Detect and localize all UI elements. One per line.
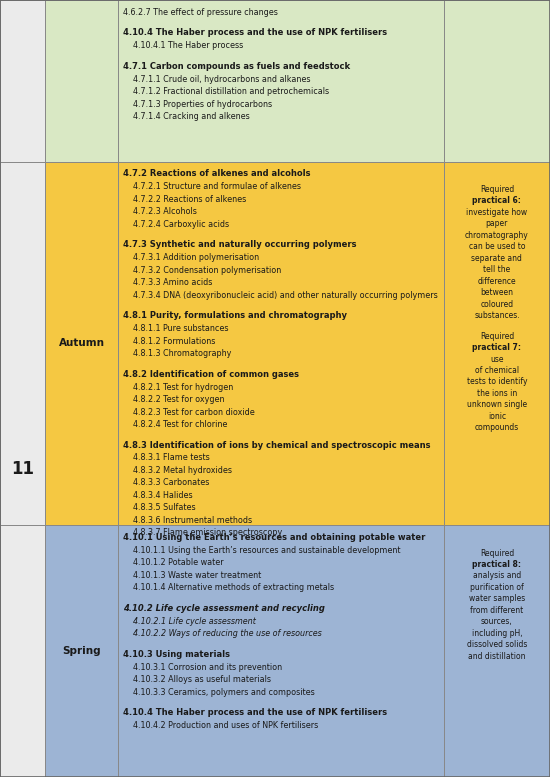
Text: 4.6.2.7 The effect of pressure changes: 4.6.2.7 The effect of pressure changes bbox=[123, 8, 278, 17]
Text: investigate how: investigate how bbox=[466, 207, 527, 217]
Text: compounds: compounds bbox=[475, 423, 519, 432]
Text: 4.8.3.7 Flame emission spectroscopy: 4.8.3.7 Flame emission spectroscopy bbox=[133, 528, 282, 538]
Bar bbox=[444, 525, 550, 777]
Text: can be used to: can be used to bbox=[469, 242, 525, 251]
Text: of chemical: of chemical bbox=[475, 366, 519, 375]
Text: sources,: sources, bbox=[481, 617, 513, 626]
Text: 4.7.1.3 Properties of hydrocarbons: 4.7.1.3 Properties of hydrocarbons bbox=[133, 99, 272, 109]
Text: coloured: coloured bbox=[480, 299, 514, 308]
Text: Required: Required bbox=[480, 332, 514, 340]
Text: 4.8.2.1 Test for hydrogen: 4.8.2.1 Test for hydrogen bbox=[133, 382, 233, 392]
Text: 4.7.2.3 Alcohols: 4.7.2.3 Alcohols bbox=[133, 207, 196, 216]
Text: Autumn: Autumn bbox=[59, 339, 104, 348]
Text: 4.7.3.3 Amino acids: 4.7.3.3 Amino acids bbox=[133, 278, 212, 287]
Bar bbox=[45, 0, 118, 162]
Text: between: between bbox=[481, 288, 513, 297]
Text: 4.10.2.2 Ways of reducing the use of resources: 4.10.2.2 Ways of reducing the use of res… bbox=[133, 629, 321, 639]
Bar bbox=[118, 525, 444, 777]
Text: substances.: substances. bbox=[474, 311, 520, 320]
Text: 4.10.1.3 Waste water treatment: 4.10.1.3 Waste water treatment bbox=[133, 571, 261, 580]
Text: 4.10.1.4 Alternative methods of extracting metals: 4.10.1.4 Alternative methods of extracti… bbox=[133, 584, 334, 592]
Text: 4.7.1 Carbon compounds as fuels and feedstock: 4.7.1 Carbon compounds as fuels and feed… bbox=[123, 61, 350, 71]
Text: the ions in: the ions in bbox=[477, 388, 517, 398]
Text: 4.8.3.3 Carbonates: 4.8.3.3 Carbonates bbox=[133, 479, 209, 487]
Text: 4.7.1.1 Crude oil, hydrocarbons and alkanes: 4.7.1.1 Crude oil, hydrocarbons and alka… bbox=[133, 75, 310, 84]
Text: 4.7.3.2 Condensation polymerisation: 4.7.3.2 Condensation polymerisation bbox=[133, 266, 281, 275]
Text: separate and: separate and bbox=[471, 253, 522, 263]
Text: 4.10.1 Using the Earth’s resources and obtaining potable water: 4.10.1 Using the Earth’s resources and o… bbox=[123, 533, 425, 542]
Text: purification of: purification of bbox=[470, 583, 524, 592]
Text: 4.8.3.2 Metal hydroxides: 4.8.3.2 Metal hydroxides bbox=[133, 466, 232, 475]
Text: water samples: water samples bbox=[469, 594, 525, 604]
Text: difference: difference bbox=[477, 277, 516, 286]
Text: including pH,: including pH, bbox=[471, 629, 522, 638]
Bar bbox=[444, 162, 550, 525]
Text: 4.10.1.2 Potable water: 4.10.1.2 Potable water bbox=[133, 559, 223, 567]
Text: 11: 11 bbox=[11, 460, 34, 479]
Text: Spring: Spring bbox=[62, 646, 101, 656]
Text: 4.8.2.3 Test for carbon dioxide: 4.8.2.3 Test for carbon dioxide bbox=[133, 408, 254, 416]
Text: and distillation: and distillation bbox=[468, 652, 526, 660]
Bar bbox=[118, 0, 444, 162]
Bar bbox=[0, 525, 45, 777]
Text: tell the: tell the bbox=[483, 265, 510, 274]
Text: use: use bbox=[490, 354, 504, 364]
Text: 4.10.4 The Haber process and the use of NPK fertilisers: 4.10.4 The Haber process and the use of … bbox=[123, 709, 387, 717]
Text: practical 8:: practical 8: bbox=[472, 560, 521, 569]
Text: 4.10.4 The Haber process and the use of NPK fertilisers: 4.10.4 The Haber process and the use of … bbox=[123, 28, 387, 37]
Text: Required: Required bbox=[480, 185, 514, 194]
Text: tests to identify: tests to identify bbox=[466, 378, 527, 386]
Text: 4.8.3.5 Sulfates: 4.8.3.5 Sulfates bbox=[133, 503, 195, 512]
Bar bbox=[0, 162, 45, 525]
Bar bbox=[444, 0, 550, 162]
Text: 4.10.3.2 Alloys as useful materials: 4.10.3.2 Alloys as useful materials bbox=[133, 675, 271, 685]
Text: 4.7.2 Reactions of alkenes and alcohols: 4.7.2 Reactions of alkenes and alcohols bbox=[123, 169, 310, 179]
Text: 4.8.1.2 Formulations: 4.8.1.2 Formulations bbox=[133, 336, 215, 346]
Text: 4.8.3.1 Flame tests: 4.8.3.1 Flame tests bbox=[133, 454, 210, 462]
Text: 4.7.2.2 Reactions of alkenes: 4.7.2.2 Reactions of alkenes bbox=[133, 195, 246, 204]
Text: unknown single: unknown single bbox=[467, 400, 527, 409]
Text: 4.10.3.1 Corrosion and its prevention: 4.10.3.1 Corrosion and its prevention bbox=[133, 663, 282, 672]
Text: 4.10.4.1 The Haber process: 4.10.4.1 The Haber process bbox=[133, 41, 243, 51]
Bar bbox=[118, 162, 444, 525]
Text: chromatography: chromatography bbox=[465, 231, 529, 240]
Text: 4.7.2.4 Carboxylic acids: 4.7.2.4 Carboxylic acids bbox=[133, 220, 229, 228]
Text: 4.8.3.4 Halides: 4.8.3.4 Halides bbox=[133, 491, 192, 500]
Bar bbox=[45, 525, 118, 777]
Text: 4.10.1.1 Using the Earth’s resources and sustainable development: 4.10.1.1 Using the Earth’s resources and… bbox=[133, 546, 400, 555]
Text: 4.10.3.3 Ceramics, polymers and composites: 4.10.3.3 Ceramics, polymers and composit… bbox=[133, 688, 314, 697]
Text: 4.7.1.2 Fractional distillation and petrochemicals: 4.7.1.2 Fractional distillation and petr… bbox=[133, 87, 329, 96]
Text: dissolved solids: dissolved solids bbox=[467, 640, 527, 650]
Text: 4.8.2.2 Test for oxygen: 4.8.2.2 Test for oxygen bbox=[133, 395, 224, 404]
Text: 4.8.1.1 Pure substances: 4.8.1.1 Pure substances bbox=[133, 324, 228, 333]
Bar bbox=[45, 162, 118, 525]
Text: practical 7:: practical 7: bbox=[472, 343, 521, 352]
Bar bbox=[0, 0, 45, 162]
Text: ionic: ionic bbox=[488, 412, 506, 421]
Text: 4.8.3 Identification of ions by chemical and spectroscopic means: 4.8.3 Identification of ions by chemical… bbox=[123, 441, 430, 450]
Text: 4.10.2 Life cycle assessment and recycling: 4.10.2 Life cycle assessment and recycli… bbox=[123, 604, 324, 613]
Text: 4.8.3.6 Instrumental methods: 4.8.3.6 Instrumental methods bbox=[133, 516, 252, 525]
Text: 4.7.1.4 Cracking and alkenes: 4.7.1.4 Cracking and alkenes bbox=[133, 112, 249, 121]
Text: 4.7.2.1 Structure and formulae of alkenes: 4.7.2.1 Structure and formulae of alkene… bbox=[133, 183, 300, 191]
Text: 4.7.3.1 Addition polymerisation: 4.7.3.1 Addition polymerisation bbox=[133, 253, 258, 262]
Text: 4.10.4.2 Production and uses of NPK fertilisers: 4.10.4.2 Production and uses of NPK fert… bbox=[133, 721, 318, 730]
Text: Required: Required bbox=[480, 549, 514, 558]
Text: 4.8.1 Purity, formulations and chromatography: 4.8.1 Purity, formulations and chromatog… bbox=[123, 312, 346, 320]
Text: 4.8.1.3 Chromatography: 4.8.1.3 Chromatography bbox=[133, 349, 231, 358]
Text: 4.7.3.4 DNA (deoxyribonucleic acid) and other naturally occurring polymers: 4.7.3.4 DNA (deoxyribonucleic acid) and … bbox=[133, 291, 437, 300]
Text: 4.10.3 Using materials: 4.10.3 Using materials bbox=[123, 650, 230, 659]
Text: paper: paper bbox=[486, 219, 508, 228]
Text: 4.8.2.4 Test for chlorine: 4.8.2.4 Test for chlorine bbox=[133, 420, 227, 429]
Text: analysis and: analysis and bbox=[473, 571, 521, 580]
Text: from different: from different bbox=[470, 606, 524, 615]
Text: 4.8.2 Identification of common gases: 4.8.2 Identification of common gases bbox=[123, 370, 299, 378]
Text: practical 6:: practical 6: bbox=[472, 197, 521, 205]
Text: 4.10.2.1 Life cycle assessment: 4.10.2.1 Life cycle assessment bbox=[133, 617, 255, 625]
Text: 4.7.3 Synthetic and naturally occurring polymers: 4.7.3 Synthetic and naturally occurring … bbox=[123, 240, 356, 249]
